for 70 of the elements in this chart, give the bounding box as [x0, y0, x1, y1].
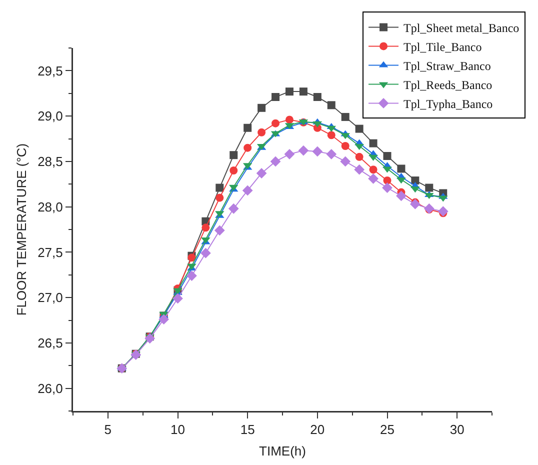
x-tick-label: 30 — [450, 422, 464, 438]
legend-label: Tpl_Sheet metal_Banco — [404, 20, 520, 35]
point — [285, 116, 294, 124]
point — [158, 314, 169, 325]
point — [258, 104, 266, 112]
legend-label: Tpl_Straw_Banco — [404, 58, 491, 73]
point — [313, 93, 322, 102]
point — [327, 101, 336, 110]
point — [410, 198, 420, 210]
point — [382, 182, 392, 193]
x-tick-label: 10 — [170, 422, 185, 438]
point — [272, 93, 280, 102]
y-tick-label: 29,0 — [38, 108, 63, 124]
point — [298, 145, 309, 156]
point — [312, 146, 323, 157]
y-tick-label: 27,5 — [38, 244, 63, 260]
point — [397, 164, 406, 173]
point — [355, 152, 364, 161]
point — [214, 225, 225, 236]
point — [216, 194, 224, 202]
point — [272, 119, 280, 128]
legend-label: Tpl_Reeds_Banco — [404, 78, 492, 92]
point — [355, 124, 364, 133]
point — [383, 176, 392, 184]
point — [341, 112, 350, 121]
y-tick-label: 28,0 — [38, 199, 63, 214]
point — [216, 184, 224, 192]
point — [369, 166, 378, 174]
point — [438, 206, 448, 217]
point — [369, 139, 378, 148]
point — [144, 333, 156, 344]
x-tick-label: 5 — [104, 422, 112, 438]
x-axis-title: TIME(h) — [259, 443, 306, 458]
y-tick-label: 27,0 — [38, 290, 63, 306]
legend-label: Tpl_Typha_Banco — [404, 96, 493, 111]
point — [383, 152, 392, 160]
y-tick-label: 26,0 — [38, 380, 63, 396]
point — [244, 144, 252, 152]
point — [424, 203, 434, 214]
x-tick-label: 15 — [240, 422, 255, 438]
point — [228, 203, 239, 214]
y-axis-title: FLOOR TEMPERATURE (°C) — [14, 143, 29, 316]
point — [368, 173, 378, 184]
legend-label: Tpl_Tile_Banco — [404, 40, 482, 54]
point — [327, 131, 336, 140]
point — [258, 128, 266, 136]
point — [230, 166, 238, 175]
point — [285, 88, 294, 96]
point — [396, 190, 406, 202]
y-tick-label: 28,5 — [38, 154, 63, 169]
point — [341, 142, 350, 150]
x-tick-label: 20 — [310, 422, 325, 438]
x-tick-label: 25 — [380, 422, 394, 438]
point — [326, 148, 337, 160]
point — [284, 148, 295, 160]
point — [340, 156, 351, 167]
point — [172, 293, 183, 304]
point — [425, 184, 434, 192]
point — [354, 164, 365, 175]
point — [230, 151, 238, 160]
point — [242, 185, 253, 196]
point — [256, 168, 267, 178]
point — [299, 88, 308, 96]
point — [244, 124, 252, 132]
y-tick-label: 26,5 — [38, 335, 63, 350]
point — [270, 156, 281, 167]
point — [186, 270, 197, 281]
y-tick-label: 29,5 — [38, 63, 63, 78]
point — [202, 224, 210, 232]
point — [200, 248, 211, 258]
